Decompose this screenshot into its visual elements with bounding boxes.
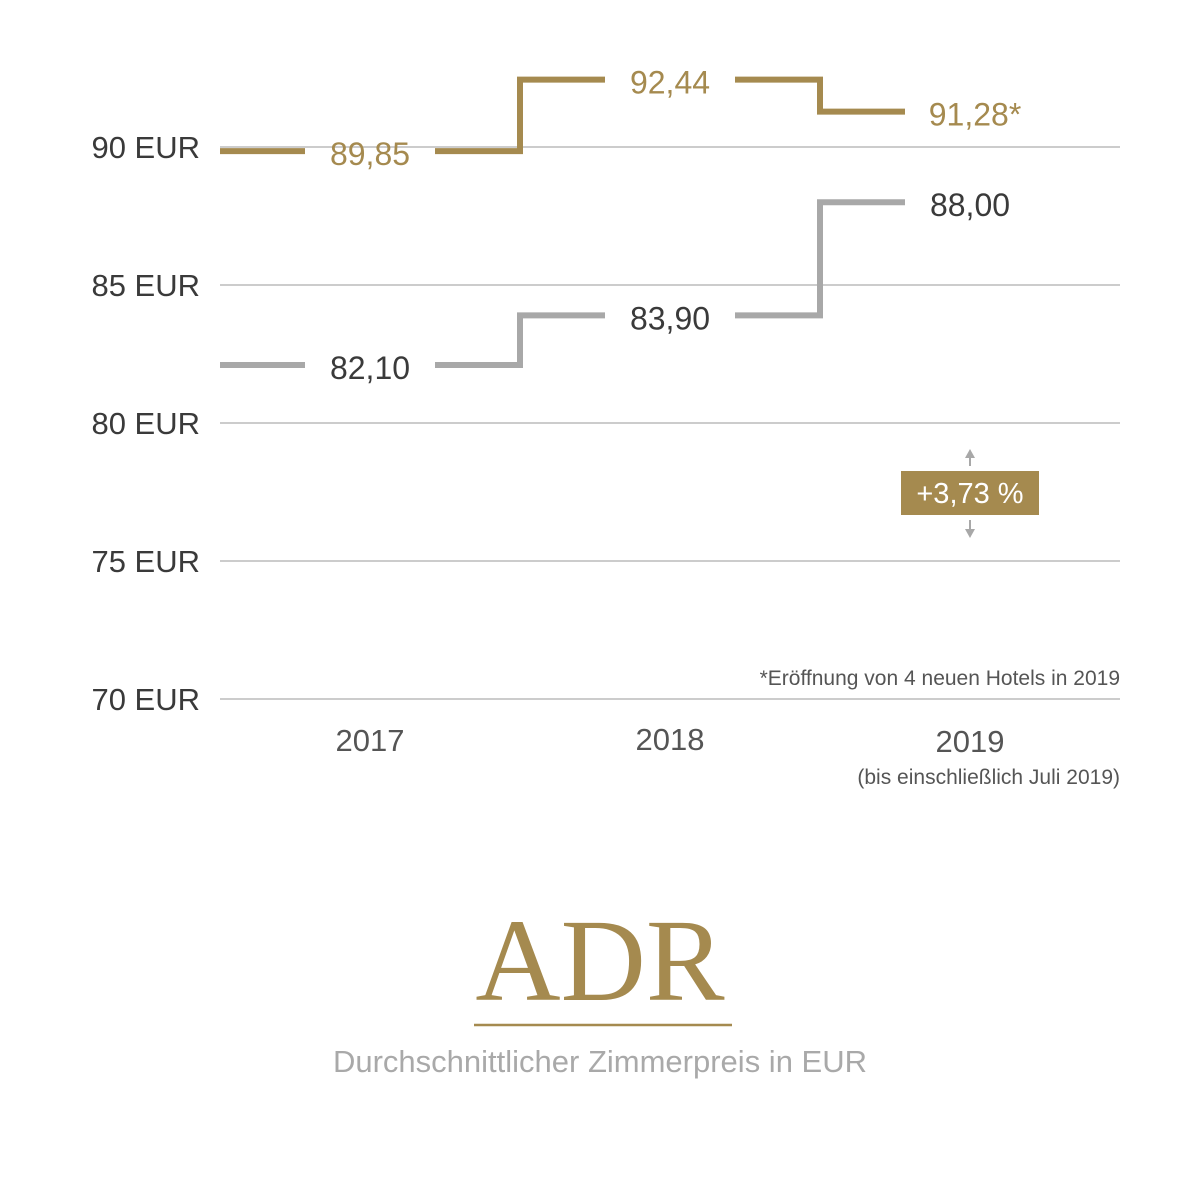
series-1-segment-2	[735, 199, 905, 319]
y-tick-label-90: 90 EUR	[91, 130, 200, 165]
y-tick-label-80: 80 EUR	[91, 406, 200, 441]
page-title: ADR	[475, 895, 724, 1026]
x-sublabel-2019: (bis einschließlich Juli 2019)	[857, 766, 1120, 789]
series-1-value-label-2019: 88,00	[930, 187, 1010, 223]
series-1-value-label-2018: 83,90	[630, 300, 710, 336]
x-tick-label-2018: 2018	[636, 722, 705, 757]
arrow-down-icon	[965, 529, 975, 538]
series-1-value-label-2017: 82,10	[330, 350, 410, 386]
y-tick-label-85: 85 EUR	[91, 268, 200, 303]
series-0-segment-2	[735, 76, 905, 115]
badge-background	[901, 471, 1039, 515]
series-0-value-label-2017: 89,85	[330, 136, 410, 172]
series-1-segment-1	[435, 312, 605, 369]
x-tick-label-2017: 2017	[336, 723, 405, 758]
footnote: *Eröffnung von 4 neuen Hotels in 2019	[760, 667, 1120, 690]
y-tick-label-75: 75 EUR	[91, 544, 200, 579]
y-tick-label-70: 70 EUR	[91, 682, 200, 717]
arrow-up-icon	[965, 449, 975, 458]
page-subtitle: Durchschnittlicher Zimmerpreis in EUR	[333, 1044, 867, 1079]
series-lines	[220, 76, 905, 369]
value-labels: 89,85 92,44 91,28* 82,10 83,90 88,00	[330, 65, 1021, 386]
x-axis-ticks: 2017 2018 2019	[336, 722, 1005, 759]
badge-label: +3,73 %	[916, 478, 1023, 510]
series-0-value-label-2018: 92,44	[630, 65, 710, 101]
gridlines	[220, 146, 1120, 700]
x-tick-label-2019: 2019	[936, 724, 1005, 759]
series-0-segment-1	[435, 76, 605, 155]
series-0-value-label-2019: 91,28*	[929, 97, 1022, 133]
change-badge: +3,73 %	[901, 449, 1039, 538]
y-axis-ticks: 90 EUR 85 EUR 80 EUR 75 EUR 70 EUR	[91, 130, 200, 717]
